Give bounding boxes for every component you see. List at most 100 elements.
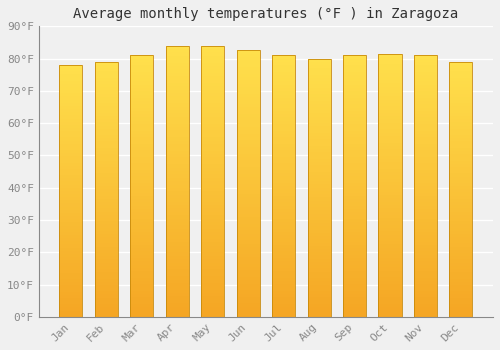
Bar xyxy=(166,46,189,317)
Bar xyxy=(378,54,402,57)
Bar xyxy=(308,181,330,184)
Bar xyxy=(272,278,295,281)
Bar xyxy=(414,290,437,294)
Bar xyxy=(201,59,224,63)
Bar xyxy=(130,251,154,255)
Bar xyxy=(414,287,437,290)
Bar xyxy=(60,178,82,181)
Bar xyxy=(378,162,402,166)
Bar xyxy=(378,100,402,103)
Bar xyxy=(414,271,437,274)
Bar xyxy=(450,176,472,180)
Bar xyxy=(201,158,224,161)
Bar xyxy=(95,279,118,282)
Bar xyxy=(414,297,437,300)
Bar xyxy=(130,94,154,98)
Bar xyxy=(450,218,472,221)
Bar xyxy=(378,205,402,208)
Bar xyxy=(414,127,437,131)
Bar xyxy=(378,310,402,314)
Bar xyxy=(130,104,154,108)
Bar xyxy=(236,197,260,200)
Bar xyxy=(95,158,118,161)
Bar xyxy=(308,126,330,130)
Bar xyxy=(95,228,118,231)
Bar xyxy=(95,205,118,208)
Bar xyxy=(201,103,224,107)
Bar xyxy=(95,78,118,81)
Bar xyxy=(308,275,330,278)
Bar xyxy=(308,301,330,304)
Bar xyxy=(414,225,437,229)
Bar xyxy=(450,221,472,224)
Bar xyxy=(60,90,82,93)
Bar xyxy=(272,121,295,124)
Bar xyxy=(166,120,189,124)
Bar xyxy=(201,110,224,113)
Bar xyxy=(272,101,295,104)
Bar xyxy=(450,282,472,285)
Bar xyxy=(236,174,260,177)
Bar xyxy=(450,285,472,288)
Bar xyxy=(308,139,330,142)
Bar xyxy=(201,296,224,300)
Bar xyxy=(130,193,154,196)
Bar xyxy=(95,199,118,202)
Bar xyxy=(308,291,330,294)
Bar xyxy=(450,266,472,269)
Bar xyxy=(201,205,224,208)
Bar xyxy=(201,52,224,56)
Bar xyxy=(450,288,472,291)
Bar xyxy=(236,124,260,127)
Bar xyxy=(414,82,437,85)
Bar xyxy=(378,83,402,86)
Bar xyxy=(272,75,295,78)
Bar xyxy=(414,62,437,65)
Bar xyxy=(343,271,366,274)
Bar xyxy=(236,50,260,54)
Bar xyxy=(343,68,366,72)
Bar xyxy=(166,232,189,236)
Bar xyxy=(236,77,260,80)
Bar xyxy=(236,74,260,77)
Bar xyxy=(95,91,118,94)
Bar xyxy=(60,188,82,191)
Bar xyxy=(60,106,82,109)
Bar xyxy=(450,103,472,106)
Bar xyxy=(95,62,118,65)
Bar xyxy=(450,65,472,68)
Bar xyxy=(166,283,189,286)
Bar xyxy=(236,250,260,253)
Bar xyxy=(130,124,154,127)
Bar xyxy=(201,134,224,137)
Bar xyxy=(272,153,295,157)
Bar xyxy=(95,141,118,145)
Bar xyxy=(272,196,295,199)
Bar xyxy=(60,191,82,194)
Bar xyxy=(308,298,330,301)
Bar xyxy=(308,220,330,223)
Bar xyxy=(201,293,224,296)
Bar xyxy=(378,133,402,136)
Bar xyxy=(201,184,224,188)
Bar xyxy=(130,278,154,281)
Bar xyxy=(236,54,260,57)
Bar xyxy=(95,234,118,237)
Bar xyxy=(201,208,224,212)
Bar xyxy=(95,193,118,196)
Bar xyxy=(414,212,437,216)
Bar xyxy=(308,194,330,197)
Bar xyxy=(450,183,472,186)
Bar xyxy=(236,187,260,190)
Bar xyxy=(166,52,189,56)
Bar xyxy=(95,167,118,170)
Bar xyxy=(130,157,154,160)
Bar xyxy=(308,246,330,249)
Bar xyxy=(450,215,472,218)
Bar xyxy=(308,175,330,178)
Bar xyxy=(236,204,260,207)
Bar xyxy=(130,170,154,173)
Bar xyxy=(236,247,260,250)
Bar xyxy=(414,251,437,255)
Bar xyxy=(130,147,154,150)
